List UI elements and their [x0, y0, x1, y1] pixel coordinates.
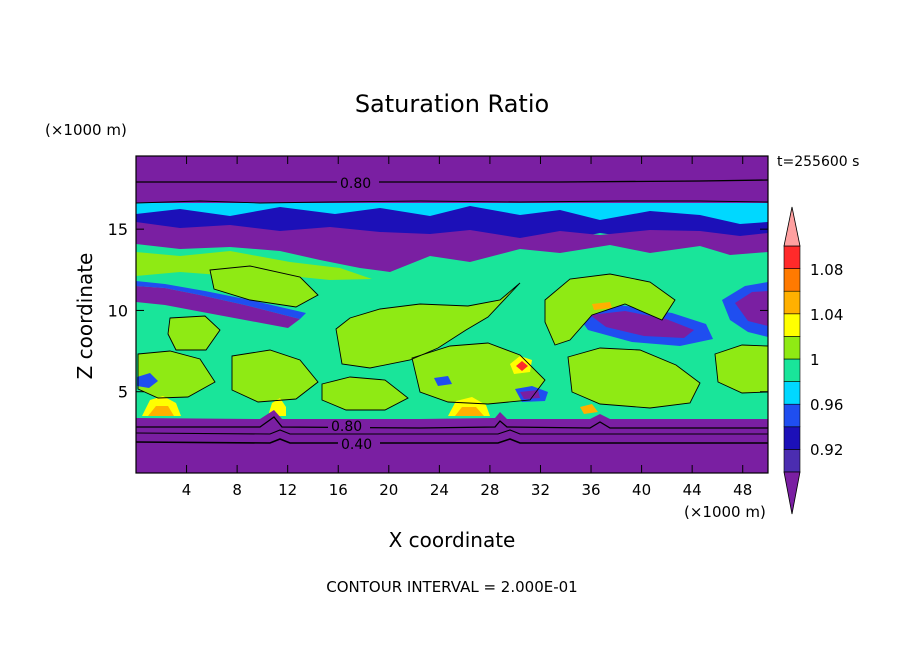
green-cloud-5 — [138, 351, 215, 398]
y-axis-label: Z coordinate — [73, 253, 97, 380]
x-axis-ticks: 4 8 12 16 20 24 28 32 36 40 44 48 — [182, 156, 752, 499]
blue-pocket-4 — [434, 376, 452, 386]
y-axis-unit: (×1000 m) — [45, 121, 127, 139]
x-tick-label: 20 — [379, 481, 398, 499]
contour-upper-090 — [136, 200, 768, 204]
green-cloud-4 — [545, 274, 675, 345]
x-tick-label: 48 — [733, 481, 752, 499]
y-tick-label: 15 — [108, 220, 128, 239]
x-axis-label: X coordinate — [389, 528, 516, 552]
warm-spot-6 — [580, 404, 598, 414]
x-tick-label: 8 — [232, 481, 242, 499]
warm-spot-2b — [455, 407, 484, 416]
green-cloud-8 — [568, 348, 700, 408]
contour-label-bg-3 — [338, 437, 380, 450]
x-tick-label: 40 — [632, 481, 651, 499]
left-blue-edge — [136, 281, 306, 319]
contour-cloud-7 — [411, 342, 546, 405]
contour-upper-080 — [136, 179, 768, 183]
green-cloud-9 — [715, 345, 768, 393]
upper-blue-band — [136, 206, 768, 253]
contour-cloud-9 — [714, 344, 768, 394]
colorbar-swatch — [783, 245, 801, 269]
x-axis-unit: (×1000 m) — [684, 503, 766, 521]
x-tick-label: 36 — [581, 481, 600, 499]
colorbar-swatch — [783, 336, 801, 360]
plot-frame — [135, 155, 769, 474]
contour-lower-060 — [136, 429, 768, 435]
colorbar-upper-arrow — [783, 206, 801, 247]
colorbar-label: 1 — [810, 351, 820, 369]
far-right-purple — [735, 291, 768, 326]
upper-purple-band — [136, 222, 768, 272]
warm-spot-4b — [516, 361, 528, 371]
contour-label-bg-2 — [328, 420, 370, 433]
contour-label-bg-1 — [337, 175, 379, 190]
colorbar-swatch — [783, 313, 801, 337]
x-tick-label: 32 — [531, 481, 550, 499]
colorbar-swatch — [783, 449, 801, 473]
x-tick-label: 16 — [329, 481, 348, 499]
right-purple-lens — [590, 311, 694, 338]
colorbar-swatch — [783, 381, 801, 405]
y-axis-ticks: 5 10 15 — [108, 220, 768, 402]
warm-spot-1b — [148, 406, 174, 416]
contour-cloud-10 — [321, 376, 409, 411]
colorbar-swatch — [783, 358, 801, 382]
contour-lower-040 — [136, 438, 768, 444]
colorbar-swatch — [783, 426, 801, 450]
green-cloud-2 — [168, 316, 220, 350]
contour-cloud-8 — [567, 347, 701, 409]
left-purple-layer — [136, 286, 300, 328]
colorbar-lower-arrow — [783, 471, 801, 515]
time-label: t=255600 s — [777, 154, 859, 170]
x-tick-label: 12 — [278, 481, 297, 499]
contour-label-080-lower: 0.80 — [331, 419, 362, 435]
contour-cloud-5 — [137, 350, 216, 399]
x-tick-label: 44 — [683, 481, 702, 499]
colorbar-label: 0.92 — [810, 441, 843, 459]
colorbar-swatch — [783, 268, 801, 292]
colorbar-swatch — [783, 403, 801, 428]
lower-dry-layer — [136, 410, 768, 473]
colorbar-label: 1.08 — [810, 261, 843, 279]
warm-spot-5 — [592, 302, 612, 310]
contour-lower-080 — [136, 416, 768, 429]
x-tick-label: 28 — [480, 481, 499, 499]
green-cloud-7 — [412, 343, 545, 404]
green-cloud-upper — [136, 251, 372, 280]
y-tick-label: 5 — [118, 383, 128, 402]
green-cloud-1 — [210, 266, 318, 307]
contour-label-040-lower: 0.40 — [341, 437, 372, 453]
colorbar: 1.08 1.04 1 0.96 0.92 — [783, 206, 843, 515]
contour-label-080-upper: 0.80 — [340, 176, 371, 192]
contour-cloud-1 — [209, 265, 319, 308]
blue-pocket-2 — [520, 390, 540, 399]
chart-title: Saturation Ratio — [355, 90, 549, 118]
contour-cloud-2 — [167, 315, 221, 351]
green-cloud-10 — [322, 377, 408, 410]
colorbar-label: 1.04 — [810, 306, 843, 324]
contour-cloud-6 — [231, 349, 319, 403]
contour-cloud-3 — [335, 282, 521, 369]
x-tick-label: 24 — [430, 481, 449, 499]
contour-interval-footer: CONTOUR INTERVAL = 2.000E-01 — [326, 578, 577, 596]
contour-cloud-4 — [544, 273, 676, 346]
blue-pocket-3 — [137, 373, 158, 388]
green-cloud-3 — [336, 283, 520, 368]
plot-area — [136, 156, 768, 473]
y-tick-label: 10 — [108, 301, 128, 320]
colorbar-swatch — [783, 290, 801, 315]
colorbar-label: 0.96 — [810, 396, 843, 414]
x-tick-label: 4 — [182, 481, 192, 499]
upper-dry-layer — [136, 156, 768, 204]
green-cloud-6 — [232, 350, 318, 402]
